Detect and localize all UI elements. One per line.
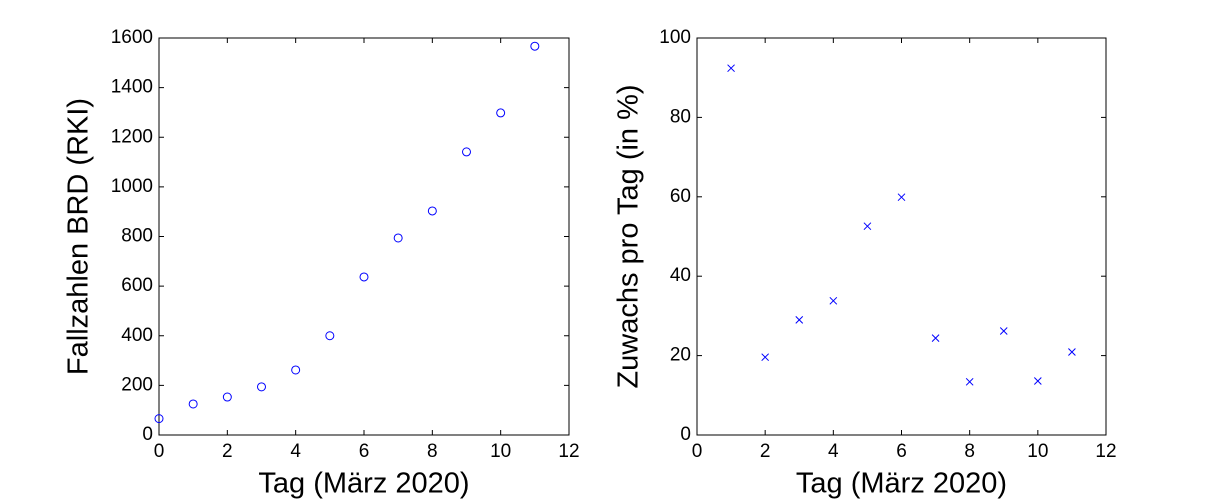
point: [325, 331, 335, 341]
x-tick-label: 0: [692, 441, 703, 462]
x-tick-label: 4: [828, 441, 839, 462]
y-tick-label: 200: [121, 374, 153, 395]
y-tick-label: 60: [670, 186, 691, 207]
point: [863, 222, 872, 231]
point: [427, 206, 437, 216]
point: [188, 399, 198, 409]
y-tick-label: 100: [659, 27, 691, 48]
y-tick-label: 1600: [111, 27, 153, 48]
point: [999, 327, 1008, 335]
y-tick-label: 1000: [111, 176, 153, 197]
point: [530, 41, 540, 51]
y-tick-label: 400: [121, 325, 153, 346]
point: [257, 382, 266, 392]
y-axis-label: Zuwachs pro Tag (in %): [613, 84, 645, 388]
point: [897, 193, 906, 202]
x-tick-label: 10: [490, 441, 511, 462]
point: [154, 414, 164, 424]
x-tick-label: 6: [359, 441, 370, 462]
point: [761, 353, 770, 362]
point: [829, 296, 838, 305]
x-tick-label: 2: [760, 441, 771, 462]
plot-area: [696, 37, 1107, 436]
point: [291, 365, 301, 375]
x-tick-label: 4: [290, 441, 301, 462]
x-tick-label: 2: [222, 441, 233, 462]
y-tick-label: 0: [680, 424, 691, 445]
point: [393, 233, 403, 243]
x-tick-label: 12: [1095, 441, 1116, 462]
point: [462, 147, 471, 157]
point: [931, 334, 940, 342]
y-tick-label: 80: [670, 106, 691, 127]
x-tick-label: 8: [964, 441, 975, 462]
x-axis-label: Tag (März 2020): [258, 468, 469, 500]
y-tick-label: 40: [670, 265, 691, 286]
point: [1068, 348, 1076, 356]
x-tick-label: 12: [558, 441, 579, 462]
x-axis-label: Tag (März 2020): [796, 468, 1007, 500]
point: [496, 108, 506, 118]
y-axis-label: Fallzahlen BRD (RKI): [63, 98, 95, 375]
y-tick-label: 600: [121, 275, 153, 296]
y-tick-label: 800: [121, 226, 153, 247]
x-tick-label: 10: [1027, 441, 1048, 462]
point: [795, 316, 804, 324]
y-tick-label: 1200: [111, 126, 153, 147]
y-tick-label: 1400: [111, 77, 153, 98]
plot-area: [158, 37, 570, 436]
x-tick-label: 8: [427, 441, 438, 462]
point: [359, 272, 369, 282]
point: [965, 377, 974, 386]
point: [222, 392, 232, 402]
x-tick-label: 0: [154, 441, 165, 462]
point: [1033, 377, 1042, 385]
point: [727, 64, 735, 73]
x-tick-label: 6: [896, 441, 907, 462]
y-tick-label: 20: [670, 345, 691, 366]
y-tick-label: 0: [142, 424, 153, 445]
